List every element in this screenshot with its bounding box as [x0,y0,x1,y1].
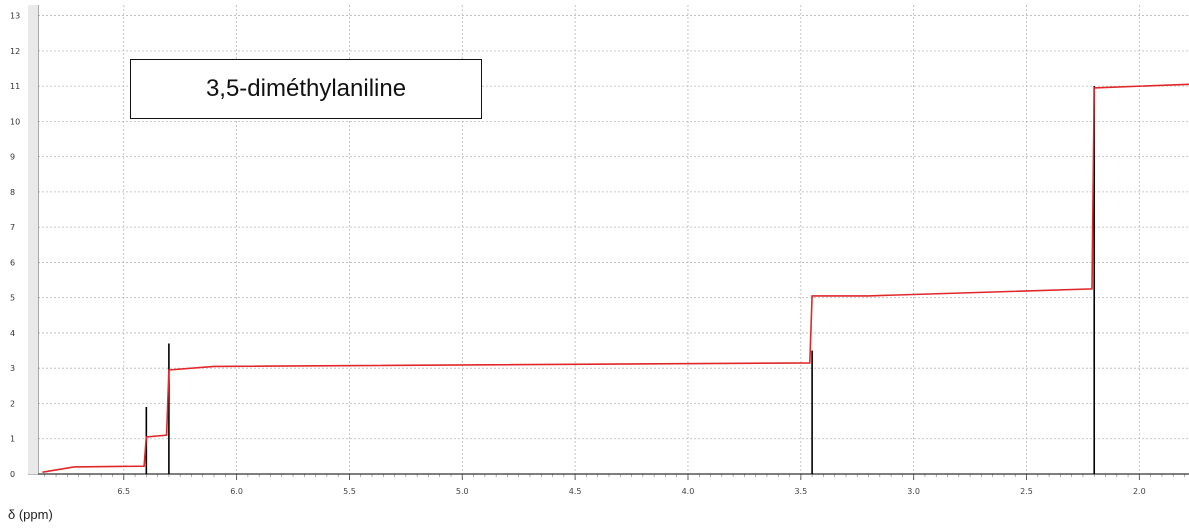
integration-curve [42,83,1189,473]
x-tick-label: 4.0 [682,487,695,496]
y-tick-label: 8 [10,188,15,197]
x-tick-label: 6.0 [230,487,243,496]
x-tick-label: 2.0 [1133,487,1146,496]
y-tick-label: 3 [10,364,15,373]
x-axis-label: δ (ppm) [8,507,53,522]
axes [28,5,1189,480]
y-tick-label: 4 [10,329,15,338]
y-tick-label: 11 [10,82,20,91]
x-tick-label: 5.0 [456,487,469,496]
peak-series [145,86,1096,474]
y-tick-label: 9 [10,153,15,162]
y-tick-label: 0 [10,470,15,479]
y-tick-label: 10 [10,117,20,126]
x-tick-label: 4.5 [569,487,582,496]
y-axis-strip [28,5,38,474]
x-tick-label: 3.5 [794,487,807,496]
y-tick-label: 2 [10,399,15,408]
y-tick-label: 1 [10,435,15,444]
x-tick-label: 3.0 [907,487,920,496]
y-tick-label: 13 [10,12,20,21]
x-tick-labels: 6.5 6.0 5.5 5.0 4.5 4.0 3.5 3.0 2.5 2.0 [117,487,1145,496]
x-tick-label: 5.5 [343,487,356,496]
y-tick-label: 12 [10,47,20,56]
x-tick-label: 2.5 [1020,487,1033,496]
x-tick-label: 6.5 [117,487,130,496]
integration-series [42,83,1189,473]
y-tick-label: 7 [10,223,15,232]
y-tick-label: 5 [10,294,15,303]
chart-title: 3,5-diméthylaniline [130,59,482,119]
y-tick-label: 6 [10,258,15,267]
